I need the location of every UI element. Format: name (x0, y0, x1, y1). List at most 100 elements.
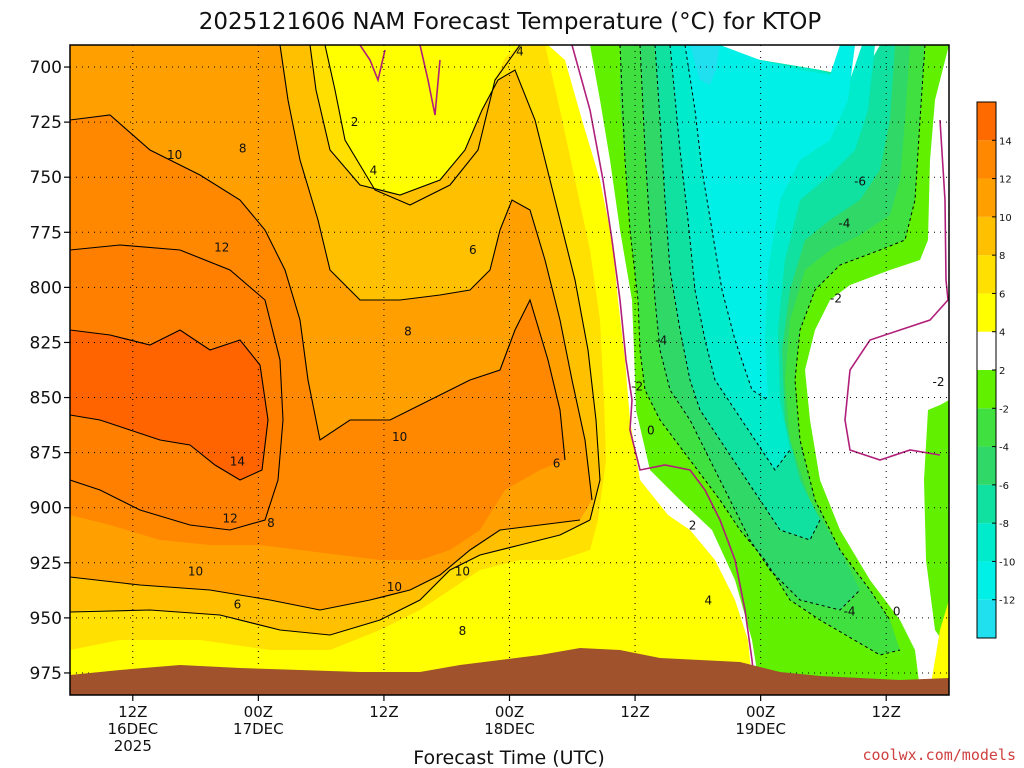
colorbar-segment (977, 178, 996, 217)
contour-label: 6 (469, 243, 477, 257)
x-tick-label: 12Z (620, 703, 649, 721)
contour-warm-8 (279, 45, 593, 501)
contour-label: 10 (167, 148, 182, 162)
contour-warm-12 (70, 244, 284, 531)
contour-label: -6 (854, 175, 866, 189)
y-tick-label: 875 (30, 444, 62, 464)
contour-label: -2 (830, 291, 842, 305)
contour-lines (70, 45, 601, 636)
y-tick-label: 925 (30, 554, 62, 574)
chart-title: 2025121606 NAM Forecast Temperature (°C)… (199, 9, 822, 35)
contour-warm-lower (70, 519, 581, 611)
y-tick-label: 900 (30, 499, 62, 519)
freezing-lines (359, 45, 949, 691)
x-tick-label: 00Z (244, 703, 273, 721)
colorbar-segment (977, 370, 996, 409)
colorbar-segment (977, 140, 996, 179)
contour-label: 6 (234, 598, 242, 612)
x-tick-label: 00Z (746, 703, 775, 721)
contour-label: 4 (516, 45, 524, 59)
contour-label: 4 (370, 164, 378, 178)
colorbar-segment (977, 599, 996, 638)
contour-label: 14 (230, 454, 245, 468)
x-tick-label: 18DEC (484, 720, 535, 738)
contour-label: 12 (214, 241, 229, 255)
y-tick-label: 775 (30, 223, 62, 243)
contour-warm-10 (70, 114, 566, 461)
contour-label: 2 (689, 518, 697, 532)
fill-14-16 (70, 330, 268, 480)
contour-label: 0 (647, 424, 655, 438)
y-tick-label: 975 (30, 664, 62, 684)
ground-terrain (70, 648, 949, 695)
contour-labels: 2 4 4 6 8 10 12 8 10 14 12 8 10 6 10 10 8 6 -2 -4 0 2 4 -6 -4 -2 -… (167, 45, 945, 638)
contour-warm-lowest (70, 519, 591, 636)
zero-contour-left (571, 45, 756, 691)
y-tick-label: 800 (30, 278, 62, 298)
colorbar-segment (977, 102, 996, 141)
colorbar-tick-label: -4 (999, 443, 1009, 454)
colorbar-segment (977, 331, 996, 370)
colorbar-segment (977, 255, 996, 294)
colorbar-segment (977, 561, 996, 600)
y-tick-label: 700 (30, 58, 62, 78)
x-tick-label: 16DEC (107, 720, 158, 738)
fill-right-edge (924, 400, 949, 650)
contour-warm-14 (70, 329, 269, 481)
colorbar-tick-label: -12 (999, 596, 1015, 607)
y-tick-label: 850 (30, 389, 62, 409)
y-tick-label: 825 (30, 333, 62, 353)
y-tick-label: 725 (30, 113, 62, 133)
contour-label: -4 (655, 333, 667, 347)
contour-cold-neg2 (619, 45, 901, 656)
colorbar-tick-label: 10 (999, 213, 1012, 224)
x-tick-label: 17DEC (233, 720, 284, 738)
contour-label: 8 (404, 324, 412, 338)
colorbar-tick-label: 14 (999, 136, 1012, 147)
contour-cold-neg8 (669, 45, 791, 471)
colorbar-tick-label: -10 (999, 557, 1015, 568)
y-tick-label: 950 (30, 609, 62, 629)
contour-label: 8 (267, 516, 275, 530)
x-tick-label: 12Z (872, 703, 901, 721)
contour-label: -2 (631, 380, 643, 394)
contour-label: 6 (553, 457, 561, 471)
x-tick-label: 19DEC (735, 720, 786, 738)
contour-label: 4 (705, 593, 713, 607)
contour-warm-4 (324, 45, 521, 206)
colorbar-segment (977, 484, 996, 524)
fill-right-yellow (930, 600, 949, 690)
zero-contour-top2 (419, 45, 441, 116)
x-tick-label: 12Z (369, 703, 398, 721)
colorbar-tick-label: 12 (999, 175, 1012, 186)
colorbar-segment (977, 293, 996, 332)
contour-label: 2 (351, 115, 359, 129)
contour-cold-neg10 (684, 45, 769, 401)
colorbar-tick-label: 4 (999, 328, 1005, 339)
colorbar-tick-label: 8 (999, 251, 1005, 262)
temperature-fill (70, 45, 949, 690)
y-tick-label: 750 (30, 168, 62, 188)
contour-label: 10 (387, 580, 402, 594)
contour-label: 8 (459, 624, 467, 638)
gridlines (70, 45, 949, 695)
credit-link[interactable]: coolwx.com/models (862, 746, 1016, 764)
colorbar-tick-label: 2 (999, 366, 1005, 377)
contour-label: 0 (893, 604, 901, 618)
x-tick-label: 00Z (495, 703, 524, 721)
zero-contour-top (359, 45, 386, 83)
contour-label: -2 (933, 375, 945, 389)
contour-label: -4 (844, 604, 856, 618)
colorbar-tick-label: -6 (999, 481, 1009, 492)
contour-label: 8 (239, 142, 247, 156)
contour-lines-cold (619, 45, 926, 656)
colorbar-tick-label: 6 (999, 289, 1005, 300)
contour-label: 12 (222, 512, 237, 526)
contour-label: -4 (838, 216, 850, 230)
fill-neg14-neg12 (690, 45, 720, 85)
y-axis: 700 725 750 775 800 825 850 875 900 925 950 975 (30, 58, 70, 684)
plot-area (70, 45, 949, 695)
contour-label: 10 (188, 565, 203, 579)
fill-neg12-neg10 (685, 45, 855, 400)
